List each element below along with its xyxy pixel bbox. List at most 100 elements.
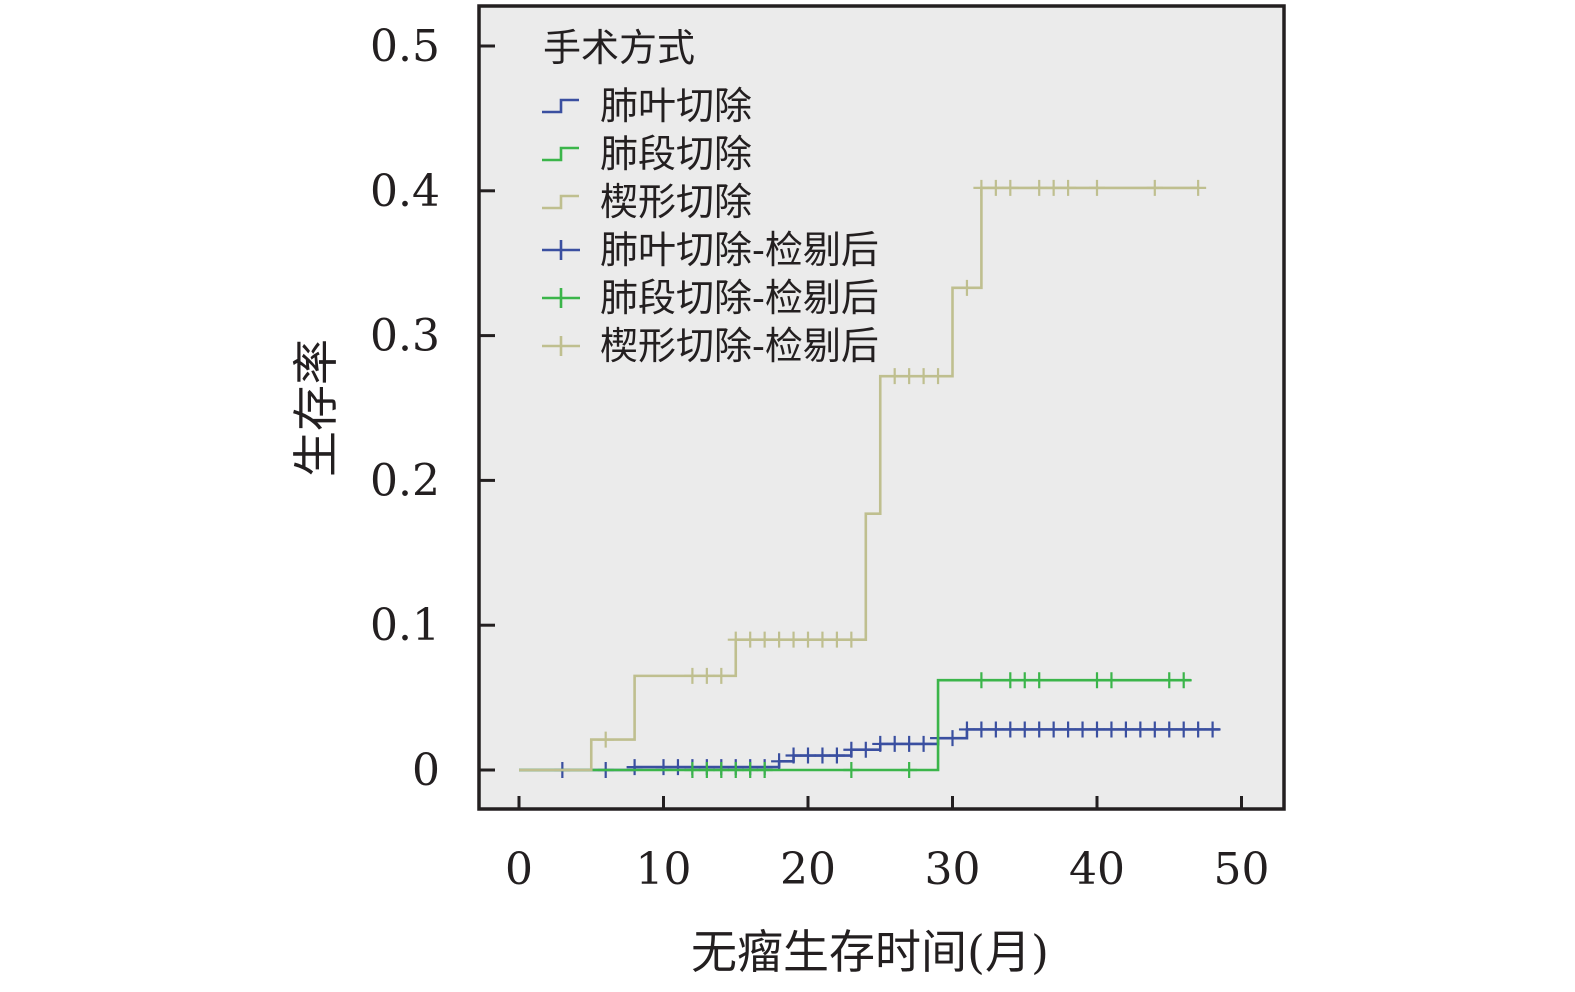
x-tick-label: 50 [1214, 844, 1270, 895]
y-tick-label: 0.1 [370, 600, 440, 651]
censor-mark-segmentectomy [1089, 672, 1105, 689]
censor-mark-wedge [973, 179, 990, 196]
censor-mark-lobectomy [669, 759, 686, 776]
censor-mark-wedge [1146, 179, 1163, 196]
censor-mark-lobectomy [1031, 721, 1048, 738]
censor-mark-segmentectomy [843, 762, 860, 778]
censor-mark-wedge [1002, 179, 1019, 196]
legend-censor-symbol [542, 336, 580, 356]
legend-label: 肺段切除 [600, 132, 752, 176]
censor-mark-lobectomy [1060, 721, 1077, 738]
censor-mark-segmentectomy [756, 762, 773, 778]
legend-censor-symbol [542, 240, 580, 260]
censor-mark-lobectomy [1016, 721, 1033, 738]
censor-mark-lobectomy [800, 747, 816, 764]
censor-mark-segmentectomy [1175, 672, 1192, 689]
censor-mark-lobectomy [828, 747, 845, 764]
censor-mark-wedge [915, 368, 932, 385]
censor-mark-lobectomy [1103, 721, 1120, 738]
censor-mark-wedge [684, 667, 701, 684]
x-axis-label: 无瘤生存时间(月) [691, 925, 1049, 979]
censor-mark-lobectomy [872, 735, 889, 752]
x-tick-label: 10 [636, 844, 692, 895]
censor-mark-segmentectomy [713, 762, 730, 778]
censor-mark-wedge [756, 631, 773, 648]
censor-mark-lobectomy [944, 730, 961, 747]
censor-mark-wedge [886, 368, 903, 385]
censor-mark-wedge [958, 279, 975, 296]
censor-mark-wedge [727, 631, 744, 648]
censor-mark-segmentectomy [1031, 672, 1048, 689]
x-tick-label: 20 [780, 844, 836, 895]
series-wedge [519, 179, 1207, 772]
legend-label: 肺叶切除 [600, 84, 752, 128]
censor-mark-wedge [814, 631, 831, 648]
series-segmentectomy [519, 672, 1192, 778]
censor-mark-segmentectomy [1002, 672, 1019, 689]
censor-mark-segmentectomy [1016, 672, 1033, 689]
censor-mark-lobectomy [843, 741, 860, 758]
plot-frame [477, 4, 1286, 811]
legend-step-symbol [542, 146, 579, 162]
y-tick-label: 0.2 [370, 455, 440, 506]
legend-censor-symbol [542, 288, 580, 308]
censor-mark-lobectomy [1074, 721, 1091, 738]
censor-mark-segmentectomy [727, 762, 744, 778]
censor-mark-wedge [1089, 179, 1105, 196]
censor-mark-wedge [771, 631, 788, 648]
y-tick-label: 0 [412, 745, 440, 796]
censor-mark-segmentectomy [1103, 672, 1120, 689]
y-axis-label: 生存率 [289, 339, 343, 477]
censor-mark-lobectomy [626, 759, 643, 776]
censor-mark-lobectomy [901, 735, 918, 752]
censor-mark-lobectomy [655, 759, 672, 776]
censor-mark-wedge [698, 667, 715, 684]
legend-label: 肺段切除-检剔后 [600, 276, 879, 320]
censor-mark-wedge [987, 179, 1004, 196]
x-tick-label: 40 [1069, 844, 1125, 895]
censor-mark-wedge [713, 667, 730, 684]
legend-step-symbol [542, 194, 579, 210]
x-tick-label: 0 [505, 844, 533, 895]
censor-mark-wedge [785, 631, 802, 648]
censor-mark-wedge [1045, 179, 1062, 196]
censor-mark-lobectomy [1089, 721, 1105, 738]
x-axis: 0 10 20 30 40 50 [505, 796, 1270, 895]
legend-label: 肺叶切除-检剔后 [600, 228, 879, 272]
censor-mark-segmentectomy [1161, 672, 1178, 689]
censor-mark-wedge [1190, 179, 1207, 196]
censor-mark-wedge [1031, 179, 1048, 196]
censor-mark-wedge [800, 631, 816, 648]
censor-mark-wedge [843, 631, 860, 648]
y-axis: 0 0.1 0.2 0.3 0.4 0.5 [370, 21, 495, 796]
y-tick-label: 0.3 [370, 311, 440, 362]
censor-mark-wedge [597, 731, 614, 748]
legend: 手术方式 肺叶切除肺段切除楔形切除肺叶切除-检剔后肺段切除-检剔后楔形切除-检剔… [542, 26, 879, 368]
censor-mark-lobectomy [1045, 721, 1062, 738]
censor-mark-lobectomy [973, 721, 990, 738]
censor-mark-lobectomy [886, 735, 903, 752]
censor-mark-wedge [901, 368, 918, 385]
y-tick-label: 0.5 [370, 21, 440, 72]
censor-mark-wedge [742, 631, 759, 648]
censor-mark-lobectomy [1175, 721, 1192, 738]
censor-mark-lobectomy [1132, 721, 1149, 738]
censor-mark-wedge [828, 631, 845, 648]
censor-mark-lobectomy [814, 747, 831, 764]
censor-mark-lobectomy [857, 741, 874, 758]
censor-mark-lobectomy [987, 721, 1004, 738]
censor-mark-lobectomy [958, 721, 975, 738]
x-tick-label: 30 [925, 844, 981, 895]
censor-mark-lobectomy [771, 753, 788, 770]
censor-mark-segmentectomy [684, 762, 701, 778]
censor-mark-segmentectomy [742, 762, 759, 778]
censor-mark-wedge [930, 368, 947, 385]
censor-mark-lobectomy [1204, 721, 1221, 738]
legend-label: 楔形切除 [600, 180, 752, 224]
censor-mark-segmentectomy [901, 762, 918, 778]
legend-label: 楔形切除-检剔后 [600, 324, 879, 368]
y-tick-label: 0.4 [370, 166, 440, 217]
censor-mark-lobectomy [1190, 721, 1207, 738]
